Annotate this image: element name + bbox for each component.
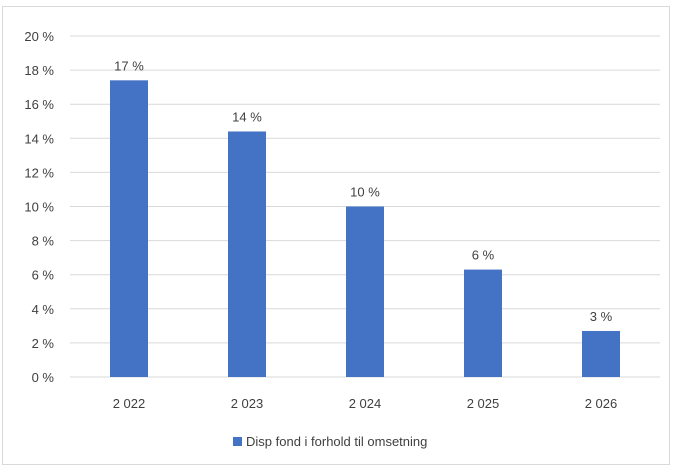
legend-swatch <box>233 437 242 446</box>
y-tick-label: 14 % <box>24 131 54 146</box>
y-tick-label: 4 % <box>32 302 55 317</box>
data-label: 10 % <box>350 185 380 200</box>
bar <box>346 206 384 377</box>
bar <box>582 330 620 377</box>
data-label: 3 % <box>590 309 613 324</box>
y-tick-label: 2 % <box>32 336 55 351</box>
y-axis-ticks: 0 % 2 % 4 % 6 % 8 % 10 % 12 % 14 % 16 % 18 % 20 % <box>24 29 54 385</box>
x-tick-label: 2 025 <box>467 396 500 411</box>
y-tick-label: 10 % <box>24 200 54 215</box>
y-tick-label: 16 % <box>24 97 54 112</box>
data-label: 14 % <box>232 109 262 124</box>
y-tick-label: 0 % <box>32 370 55 385</box>
bar <box>228 131 266 377</box>
legend: Disp fond i forhold til omsetning <box>233 434 427 449</box>
y-tick-label: 18 % <box>24 63 54 78</box>
data-label: 17 % <box>114 58 144 73</box>
y-tick-label: 8 % <box>32 234 55 249</box>
bars <box>110 80 620 377</box>
x-tick-label: 2 024 <box>349 396 382 411</box>
x-tick-label: 2 026 <box>585 396 618 411</box>
x-tick-label: 2 022 <box>113 396 146 411</box>
bar <box>110 80 148 377</box>
data-labels: 17 % 14 % 10 % 6 % 3 % <box>114 58 612 324</box>
y-tick-label: 12 % <box>24 165 54 180</box>
y-tick-label: 6 % <box>32 268 55 283</box>
x-tick-label: 2 023 <box>231 396 264 411</box>
x-axis-ticks: 2 022 2 023 2 024 2 025 2 026 <box>113 396 618 411</box>
gridlines <box>70 35 660 378</box>
data-label: 6 % <box>472 248 495 263</box>
y-tick-label: 20 % <box>24 29 54 44</box>
bar <box>464 269 502 377</box>
legend-label: Disp fond i forhold til omsetning <box>246 434 427 449</box>
